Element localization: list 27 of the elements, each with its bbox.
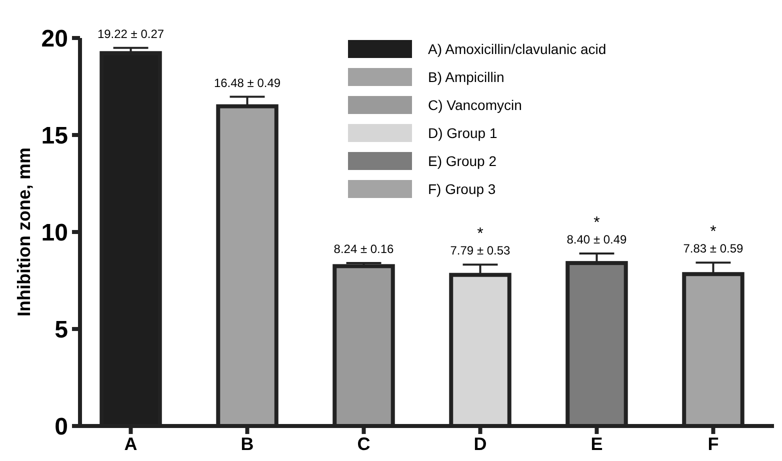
data-label: 8.24 ± 0.16 — [334, 242, 394, 256]
x-tick-label: B — [240, 434, 254, 454]
legend-label: B) Ampicillin — [428, 68, 504, 85]
data-label: 16.48 ± 0.49 — [214, 76, 281, 90]
data-label: 7.79 ± 0.53 — [450, 244, 511, 258]
legend-label: F) Group 3 — [428, 180, 496, 197]
y-tick-label: 20 — [41, 25, 68, 52]
annotation: * — [477, 226, 484, 243]
annotation: * — [594, 214, 600, 232]
y-tick-label: 15 — [41, 122, 68, 150]
data-label: 7.83 ± 0.59 — [683, 242, 744, 256]
x-tick-label: E — [590, 434, 603, 454]
legend-label: C) Vancomycin — [428, 96, 522, 113]
x-tick-label: D — [474, 434, 487, 454]
x-tick-label: C — [357, 434, 370, 454]
x-tick-label: F — [708, 434, 719, 454]
data-label: 19.22 ± 0.27 — [97, 26, 164, 41]
legend-label: E) Group 2 — [428, 152, 497, 169]
x-tick-label: A — [124, 434, 138, 454]
y-tick-label: 0 — [54, 413, 68, 440]
y-axis-title: Inhibition zone, mm — [14, 148, 34, 316]
legend-label: A) Amoxicillin/clavulanic acid — [428, 40, 606, 57]
y-tick-label: 10 — [41, 219, 68, 246]
legend-label: D) Group 1 — [428, 124, 498, 141]
annotation: * — [710, 224, 716, 241]
data-label: 8.40 ± 0.49 — [566, 232, 628, 247]
y-tick-label: 5 — [54, 316, 68, 344]
